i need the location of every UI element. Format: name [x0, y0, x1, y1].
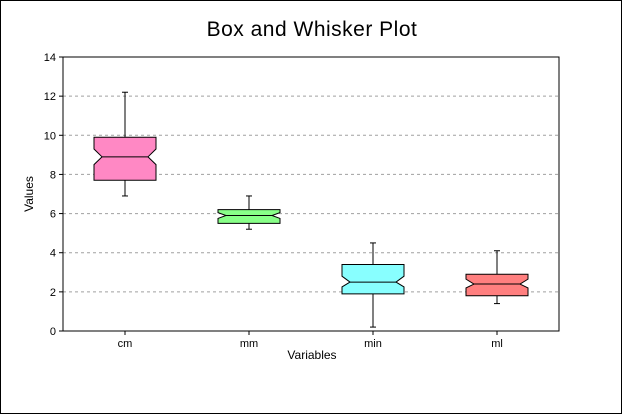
chart-title: Box and Whisker Plot: [207, 18, 418, 41]
plot-area-border: [62, 56, 560, 332]
x-tick-label-mm: mm: [240, 338, 258, 350]
box-min: [341, 242, 405, 328]
x-axis-ticks: cm mm min ml: [118, 331, 503, 350]
box-body-cm: [93, 136, 157, 181]
y-tick-label-7: 14: [44, 52, 56, 64]
box-body-min: [341, 263, 405, 295]
y-tick-label-2: 4: [50, 248, 56, 260]
y-tick-label-0: 0: [50, 326, 56, 338]
box-ml: [465, 250, 529, 305]
y-tick-label-1: 2: [50, 287, 56, 299]
box-mm: [217, 195, 281, 230]
y-axis-ticks: 0 2 4 6 8 10 12 14: [44, 52, 63, 338]
y-tick-label-5: 10: [44, 130, 56, 142]
box-body-mm: [217, 209, 281, 224]
y-axis-label: Values: [22, 176, 36, 212]
x-tick-label-ml: ml: [491, 338, 503, 350]
y-tick-label-3: 6: [50, 209, 56, 221]
x-tick-label-cm: cm: [118, 338, 133, 350]
y-tick-label-4: 8: [50, 169, 56, 181]
box-cm: [93, 91, 157, 197]
grid-lines: [63, 95, 559, 293]
box-body-ml: [465, 273, 529, 297]
x-tick-label-min: min: [364, 338, 382, 350]
x-axis-label: Variables: [287, 348, 336, 362]
box-series: [93, 91, 529, 328]
y-tick-label-6: 12: [44, 91, 56, 103]
